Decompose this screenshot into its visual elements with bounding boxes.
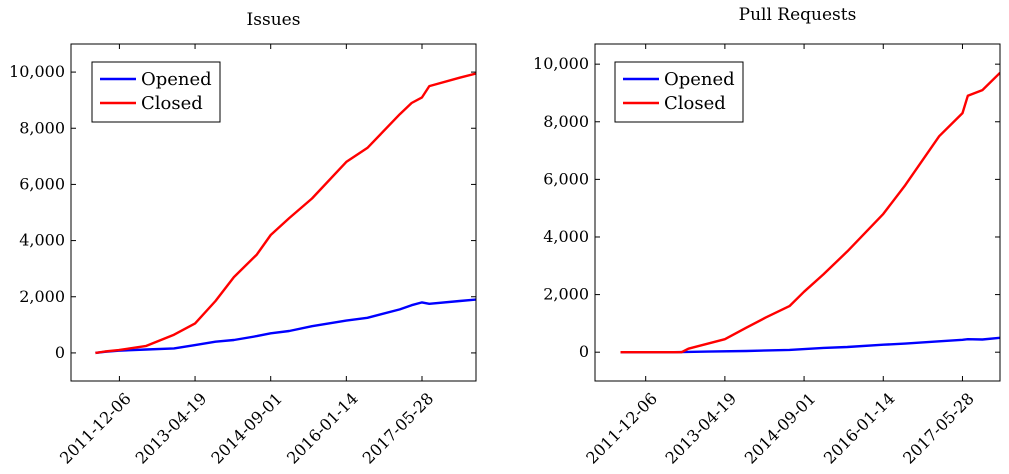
chart-0: Issues 0 2,000 4,000 6,000 8,000 10,000 2011-12…	[9, 10, 477, 468]
series-line-opened	[620, 336, 1000, 354]
legend-label-closed: Closed	[664, 93, 726, 114]
legend-label-closed: Closed	[141, 93, 203, 114]
y-tick-label: 4,000	[19, 231, 65, 250]
y-tick-label: 6,000	[543, 169, 589, 188]
legend: Opened Closed	[614, 61, 744, 123]
x-tick-label: 2014-09-01	[741, 389, 820, 468]
x-tick-label: 2011-12-06	[56, 389, 135, 468]
y-tick-label: 8,000	[543, 112, 589, 131]
y-tick-label: 2,000	[543, 285, 589, 304]
x-tick-label: 2014-09-01	[207, 389, 286, 468]
x-tick-label: 2016-01-14	[820, 389, 899, 468]
y-tick-label: 4,000	[543, 227, 589, 246]
chart-title: Pull Requests	[739, 5, 857, 25]
y-tick-label: 0	[55, 343, 65, 362]
x-tick-label: 2013-04-19	[132, 389, 211, 468]
y-tick-label: 6,000	[19, 174, 65, 193]
x-tick-label: 2017-05-28	[359, 389, 438, 468]
plot-frame	[594, 43, 1001, 382]
y-tick-label: 0	[579, 342, 589, 361]
x-tick-label: 2017-05-28	[899, 389, 978, 468]
chart-1: Pull Requests 0 2,000 4,000 6,000 8,000 10,000…	[533, 5, 1001, 468]
legend: Opened Closed	[91, 61, 221, 123]
plot-frame	[70, 43, 477, 382]
legend-box	[91, 61, 221, 123]
series-line-opened	[95, 298, 476, 355]
legend-label-opened: Opened	[141, 69, 212, 90]
x-tick-label: 2016-01-14	[283, 389, 362, 468]
y-tick-label: 8,000	[19, 118, 65, 137]
x-tick-label: 2013-04-19	[662, 389, 741, 468]
y-tick-label: 10,000	[533, 54, 589, 73]
legend-box	[614, 61, 744, 123]
y-tick-label: 10,000	[9, 62, 65, 81]
legend-label-opened: Opened	[664, 69, 735, 90]
y-tick-label: 2,000	[19, 287, 65, 306]
series-line-closed	[620, 71, 1000, 354]
chart-title: Issues	[247, 10, 301, 30]
x-tick-label: 2011-12-06	[582, 389, 661, 468]
series-line-closed	[95, 72, 476, 355]
